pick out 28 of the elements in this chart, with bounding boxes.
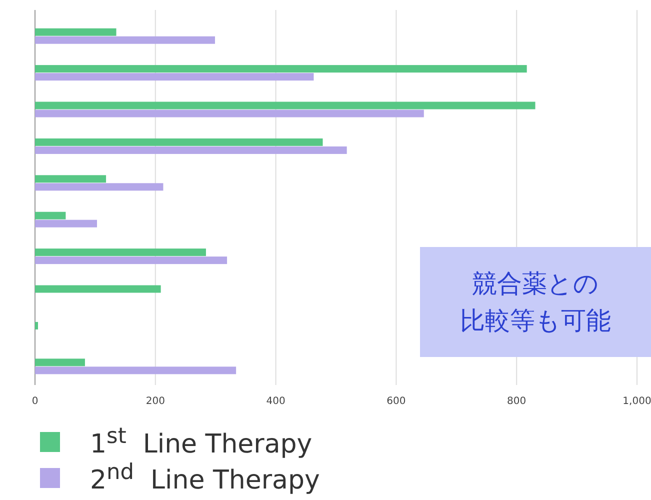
x-tick-label: 0 [32,396,38,407]
bar [35,358,85,366]
bar [35,138,323,146]
bar [35,146,347,154]
bar [35,36,215,44]
legend-label: 2$^{nd}$ Line Therapy [90,460,320,496]
annotation: 競合薬との [472,268,599,300]
bar [35,256,228,264]
bar [35,366,236,374]
bar [35,28,116,36]
legend-label: 1$^{st}$ Line Therapy [90,424,312,460]
bar [35,102,536,110]
x-tick-label: 1,000 [622,396,651,407]
bar [35,73,314,81]
bar [35,322,38,330]
bar [35,220,98,228]
x-tick-label: 200 [146,396,165,407]
bar [35,175,106,183]
bar [35,285,161,293]
x-tick-label: 400 [266,396,286,407]
annotation: 比較等も可能 [460,305,611,337]
x-tick-label: 800 [507,396,526,407]
bar [35,65,527,73]
bar [35,248,206,256]
x-tick-label: 600 [386,396,406,407]
bar [35,212,66,220]
bar [35,110,424,118]
bar [35,183,164,191]
